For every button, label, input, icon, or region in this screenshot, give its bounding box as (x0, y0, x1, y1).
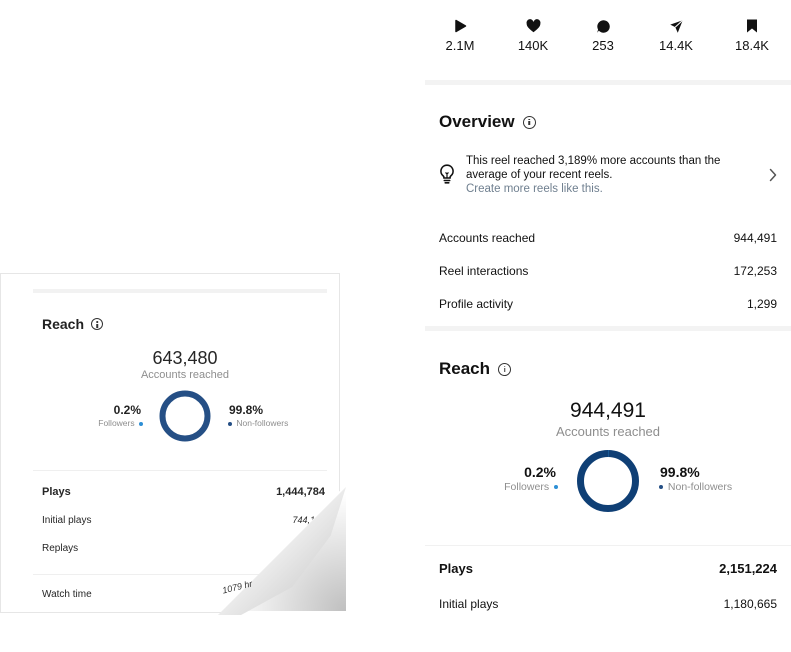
stat-likes-value: 140K (517, 38, 549, 53)
stat-shares-value: 14.4K (659, 38, 693, 53)
initial-plays-value: 1,180,665 (723, 597, 777, 611)
left-reach-donut (159, 390, 211, 442)
left-nonfollowers-pct: 99.8% (229, 403, 264, 417)
stat-saves-value: 18.4K (735, 38, 769, 53)
left-accounts-reached-label: Accounts reached (140, 369, 230, 381)
reach-title-text: Reach (439, 359, 491, 378)
left-followers-label: Followers (98, 418, 135, 428)
overview-row-label: Accounts reached (439, 231, 536, 245)
bookmark-icon (722, 18, 782, 34)
plays-value: 2,151,224 (719, 561, 777, 576)
reach-divider (425, 545, 791, 546)
curled-reach-card: Reach 643,480 Accounts reached 0.2% Foll… (0, 273, 346, 615)
donut-followers-arc (577, 450, 639, 512)
left-plays-value: 1,444,784 (276, 486, 325, 498)
reach-followers-label: Followers (504, 481, 550, 493)
play-icon (430, 18, 490, 34)
plays-row[interactable]: Plays 2,151,224 (439, 561, 777, 576)
left-initial-plays-value: 744,101 (292, 515, 325, 525)
insight-text: This reel reached 3,189% more accounts t… (466, 155, 721, 181)
reach-followers-legend: Followers (475, 481, 558, 493)
overview-title-text: Overview (439, 112, 515, 131)
stat-likes[interactable]: 140K (503, 18, 563, 53)
nonfollowers-dot-icon (228, 421, 232, 426)
chevron-right-icon (769, 168, 777, 182)
initial-plays-label: Initial plays (439, 597, 499, 611)
left-plays-label: Plays (42, 486, 71, 498)
overview-row-profile-activity[interactable]: Profile activity 1,299 (439, 297, 777, 311)
insights-panel: 2.1M 140K 253 14.4K 18.4K (425, 0, 791, 652)
stat-saves[interactable]: 18.4K (722, 18, 782, 53)
heart-icon (503, 18, 563, 34)
stat-plays[interactable]: 2.1M (430, 18, 490, 53)
reach-nonfollowers-legend: Non-followers (659, 481, 732, 493)
reach-accounts-reached-value: 944,491 (570, 399, 646, 422)
overview-row-accounts-reached[interactable]: Accounts reached 944,491 (439, 231, 777, 245)
reach-title: Reach (439, 359, 512, 379)
left-reach-title-text: Reach (42, 316, 85, 332)
left-nonfollowers-label: Non-followers (236, 418, 289, 428)
section-divider (425, 326, 791, 331)
nonfollowers-dot-icon (659, 485, 663, 490)
overview-row-reel-interactions[interactable]: Reel interactions 172,253 (439, 264, 777, 278)
left-donut-ring (159, 390, 211, 442)
overview-row-label: Profile activity (439, 297, 514, 311)
left-reach-title: Reach (42, 316, 104, 332)
left-accounts-reached-value: 643,480 (152, 348, 218, 368)
comment-icon (573, 18, 633, 34)
plays-label: Plays (439, 561, 473, 576)
left-nonfollowers-legend: Non-followers (228, 418, 288, 428)
left-divider (33, 470, 327, 471)
left-followers-pct: 0.2% (113, 403, 141, 417)
overview-row-value: 944,491 (733, 231, 777, 245)
reach-nonfollowers-label: Non-followers (667, 481, 733, 493)
stat-comments-value: 253 (592, 38, 614, 53)
reach-followers-pct: 0.2% (524, 464, 556, 480)
overview-row-value: 1,299 (746, 297, 777, 311)
overview-insight[interactable]: This reel reached 3,189% more accounts t… (439, 152, 791, 198)
left-watch-time-label: Watch time (42, 589, 92, 600)
card-top-divider (33, 289, 327, 293)
overview-row-value: 172,253 (733, 264, 777, 278)
left-replays-label: Replays (42, 543, 79, 554)
insight-text-block: This reel reached 3,189% more accounts t… (466, 154, 756, 196)
reach-accounts-reached-label: Accounts reached (555, 424, 661, 439)
stat-plays-value: 2.1M (445, 38, 475, 53)
info-icon[interactable] (522, 115, 536, 129)
followers-dot-icon (554, 485, 558, 490)
info-icon[interactable] (91, 318, 104, 330)
overview-row-label: Reel interactions (439, 264, 529, 278)
lightbulb-icon (440, 164, 454, 184)
initial-plays-row[interactable]: Initial plays 1,180,665 (439, 597, 777, 611)
share-icon (646, 18, 706, 34)
reel-stats-bar: 2.1M 140K 253 14.4K 18.4K (425, 18, 791, 78)
donut-nonfollowers-ring (577, 450, 639, 512)
left-initial-plays-row: Initial plays 744,101 (42, 515, 325, 526)
reach-nonfollowers-pct: 99.8% (660, 464, 700, 480)
left-watch-time-row: Watch time (42, 589, 325, 600)
followers-dot-icon (139, 421, 143, 426)
left-divider (33, 574, 327, 575)
reach-donut (577, 450, 639, 512)
stat-comments[interactable]: 253 (573, 18, 633, 53)
left-followers-legend: Followers (81, 418, 143, 428)
left-plays-row: Plays 1,444,784 (42, 486, 325, 498)
left-initial-plays-label: Initial plays (42, 515, 92, 526)
overview-title: Overview (439, 112, 536, 132)
reach-card-paper: Reach 643,480 Accounts reached 0.2% Foll… (0, 273, 340, 613)
stat-shares[interactable]: 14.4K (646, 18, 706, 53)
left-replays-row: Replays (42, 543, 325, 554)
insight-link[interactable]: Create more reels like this. (466, 183, 603, 195)
info-icon[interactable] (498, 362, 512, 376)
section-divider (425, 80, 791, 85)
